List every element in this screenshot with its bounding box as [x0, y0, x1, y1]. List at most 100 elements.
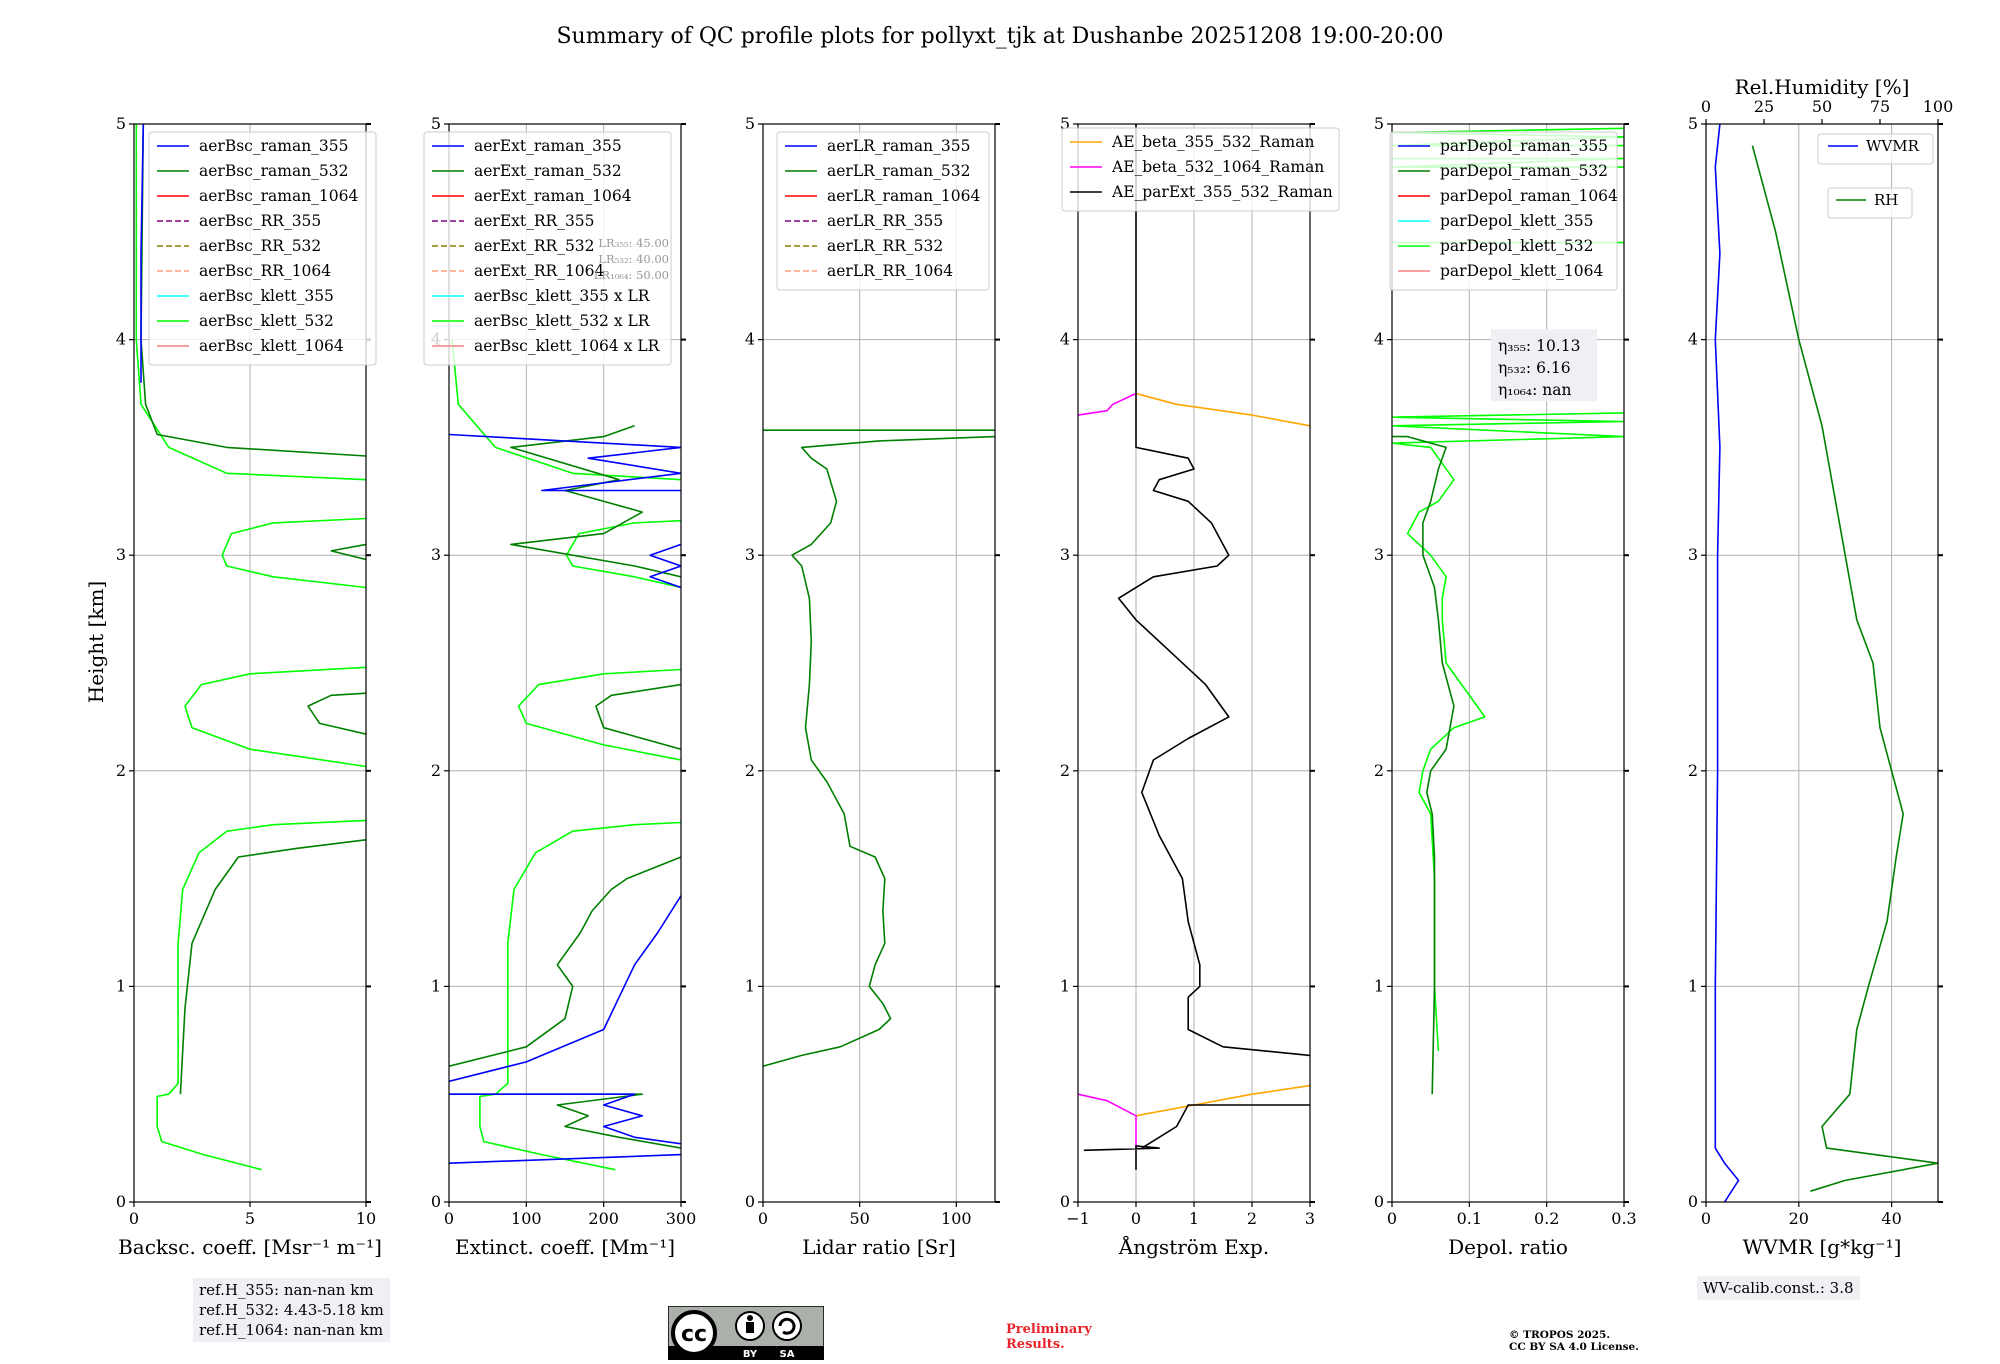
y-tick-label-depol: 5 — [1374, 114, 1384, 133]
legend-label-aerBsc_klett_355 x LR: aerBsc_klett_355 x LR — [474, 287, 651, 305]
axes-frame-lr — [762, 123, 996, 1203]
figure-title: Summary of QC profile plots for pollyxt_… — [556, 24, 1443, 49]
x2-tick-label: 0 — [1701, 97, 1711, 116]
y-tick-label-lr: 5 — [745, 114, 755, 133]
legend-label-parDepol_raman_355: parDepol_raman_355 — [1440, 137, 1608, 155]
panel-depol: 0 0.1 0.2 0.3 0 1 2 3 4 5 Depol. ratio parDepol_ram… — [1374, 114, 1637, 1259]
x-tick-label-depol: 0.1 — [1457, 1209, 1482, 1228]
y-tick-label-bsc: 3 — [116, 545, 126, 564]
license-note: © TROPOS 2025. CC BY SA 4.0 License. — [1509, 1329, 1639, 1353]
x-tick-label-lr: 100 — [941, 1209, 972, 1228]
y-tick-label-ext: 3 — [431, 545, 441, 564]
y-tick-label-wv: 2 — [1688, 761, 1698, 780]
legend-label-parDepol_raman_532: parDepol_raman_532 — [1440, 162, 1608, 180]
x2-tick-label: 25 — [1754, 97, 1774, 116]
x-tick-label-bsc: 0 — [129, 1209, 139, 1228]
legend-bsc: aerBsc_raman_355 aerBsc_raman_532 aerBsc_r… — [148, 131, 377, 366]
y-tick-label-ae: 2 — [1060, 761, 1070, 780]
wv-calib-text: WV-calib.const.: 3.8 — [1703, 1279, 1854, 1297]
series-aerBsc_raman_355 — [140, 124, 145, 383]
x2-tick-label: 100 — [1923, 97, 1954, 116]
y-tick-label-wv: 0 — [1688, 1192, 1698, 1211]
ref-height-1064: ref.H_1064: nan-nan km — [199, 1321, 384, 1339]
y-tick-label-lr: 4 — [745, 330, 755, 349]
y-tick-label-wv: 5 — [1688, 114, 1698, 133]
y-tick-label-depol: 4 — [1374, 330, 1384, 349]
lr-text-2: LR₁₀₆₄: 50.00 — [594, 268, 669, 282]
x2-axis-label: Rel.Humidity [%] — [1735, 75, 1910, 99]
lr-text-1: LR₅₃₂: 40.00 — [598, 252, 669, 266]
y-tick-label-ae: 0 — [1060, 1192, 1070, 1211]
y-tick-label-depol: 3 — [1374, 545, 1384, 564]
y-tick-label-ext: 5 — [431, 114, 441, 133]
y-tick-label-ae: 3 — [1060, 545, 1070, 564]
legend-label-aerLR_raman_1064: aerLR_raman_1064 — [827, 187, 980, 205]
legend-label-aerBsc_klett_532 x LR: aerBsc_klett_532 x LR — [474, 312, 651, 330]
license-line-1: © TROPOS 2025. — [1509, 1329, 1611, 1341]
series-group-ae — [1078, 124, 1310, 1170]
x-tick-label-bsc: 10 — [356, 1209, 376, 1228]
y-tick-label-lr: 3 — [745, 545, 755, 564]
x-tick-label-ext: 100 — [511, 1209, 542, 1228]
y-tick-label-depol: 0 — [1374, 1192, 1384, 1211]
legend-label-aerExt_RR_1064: aerExt_RR_1064 — [474, 262, 605, 280]
y-tick-label-lr: 1 — [745, 976, 755, 995]
legend-box — [1389, 131, 1618, 291]
y-tick-label-bsc: 4 — [116, 330, 126, 349]
y-tick-label-wv: 3 — [1688, 545, 1698, 564]
ref-height-355: ref.H_355: nan-nan km — [199, 1281, 374, 1299]
x-tick-label-depol: 0.2 — [1534, 1209, 1559, 1228]
x-axis-label-ext: Extinct. coeff. [Mm⁻¹] — [455, 1235, 675, 1259]
legend-label-aerBsc_raman_1064: aerBsc_raman_1064 — [199, 187, 359, 205]
preliminary-line-1: Preliminary — [1006, 1322, 1092, 1337]
legend-box — [423, 131, 672, 366]
series-group-bsc — [135, 124, 366, 1171]
axes-frame-depol — [1391, 123, 1625, 1203]
legend-box — [1061, 127, 1340, 212]
x-tick-label-lr: 0 — [758, 1209, 768, 1228]
legend-box — [1817, 133, 1934, 165]
y-tick-label-lr: 0 — [745, 1192, 755, 1211]
legend-label-RH: RH — [1874, 191, 1898, 209]
x-tick-label-ae: −1 — [1066, 1209, 1090, 1228]
legend-label-aerLR_RR_355: aerLR_RR_355 — [827, 212, 943, 230]
eta-line-1: η₅₃₂: 6.16 — [1498, 359, 1571, 377]
x-tick-label-ae: 3 — [1305, 1209, 1315, 1228]
legend-label-aerBsc_klett_1064 x LR: aerBsc_klett_1064 x LR — [474, 337, 661, 355]
svg-text:cc: cc — [681, 1322, 707, 1347]
legend-label-parDepol_raman_1064: parDepol_raman_1064 — [1440, 187, 1618, 205]
legend-label-aerExt_raman_532: aerExt_raman_532 — [474, 162, 622, 180]
axes-frame-ext — [448, 123, 682, 1203]
y-tick-label-ae: 1 — [1060, 976, 1070, 995]
legend-label-parDepol_klett_1064: parDepol_klett_1064 — [1440, 262, 1603, 280]
series-AE_parExt_355_532_Raman — [1083, 124, 1310, 1170]
series-WVMR — [1714, 124, 1740, 1202]
eta-bg — [1491, 329, 1597, 401]
y-tick-label-ae: 4 — [1060, 330, 1070, 349]
x2-tick-label: 50 — [1812, 97, 1832, 116]
cc-by-label: BY — [743, 1349, 758, 1360]
y-tick-label-bsc: 1 — [116, 976, 126, 995]
axes-frame-wv — [1705, 123, 1939, 1203]
legend-rh: RH — [1827, 187, 1913, 219]
x-tick-label-lr: 50 — [849, 1209, 869, 1228]
legend-ext: aerExt_raman_355 aerExt_raman_532 aerExt_r… — [423, 131, 672, 366]
series-AE_beta_532_1064_Raman — [1078, 392, 1137, 1149]
legend-label-aerBsc_raman_355: aerBsc_raman_355 — [199, 137, 349, 155]
y-axis-label: Height [km] — [84, 581, 108, 703]
legend-label-aerBsc_klett_532: aerBsc_klett_532 — [199, 312, 334, 330]
x-tick-label-depol: 0.3 — [1611, 1209, 1636, 1228]
legend-label-aerLR_RR_532: aerLR_RR_532 — [827, 237, 943, 255]
legend-label-WVMR: WVMR — [1866, 137, 1920, 155]
x-axis-label-wv: WVMR [g*kg⁻¹] — [1743, 1235, 1902, 1259]
y-tick-label-ae: 5 — [1060, 114, 1070, 133]
legend-box — [1827, 187, 1913, 219]
panel-lr: 0 50 100 0 1 2 3 4 5 Lidar ratio [Sr] aerLR_raman_… — [745, 114, 1000, 1259]
series-aerBsc_klett_532 — [135, 124, 366, 1171]
legend-label-aerBsc_RR_532: aerBsc_RR_532 — [199, 237, 321, 255]
legend-label-aerLR_raman_355: aerLR_raman_355 — [827, 137, 970, 155]
x-tick-label-depol: 0 — [1387, 1209, 1397, 1228]
legend-label-AE_parExt_355_532_Raman: AE_parExt_355_532_Raman — [1111, 183, 1333, 201]
